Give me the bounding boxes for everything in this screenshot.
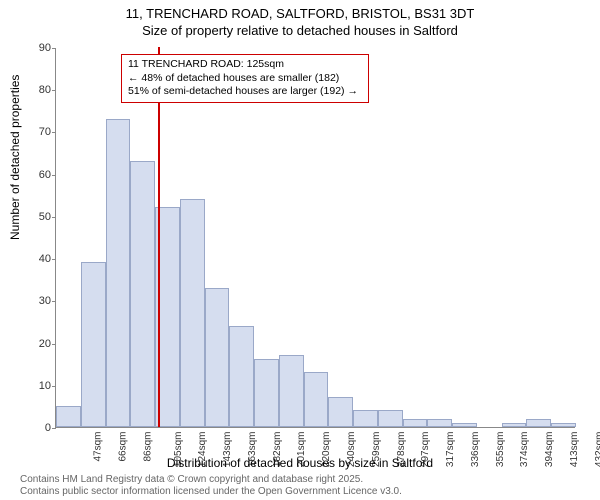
y-tick-mark — [52, 344, 56, 345]
y-tick-mark — [52, 386, 56, 387]
histogram-bar — [205, 288, 230, 427]
annotation-callout: 11 TRENCHARD ROAD: 125sqm← 48% of detach… — [121, 54, 369, 103]
annotation-line-1: ← 48% of detached houses are smaller (18… — [128, 72, 362, 86]
histogram-bar — [180, 199, 205, 427]
y-tick-mark — [52, 217, 56, 218]
y-tick-mark — [52, 132, 56, 133]
annotation-header: 11 TRENCHARD ROAD: 125sqm — [128, 58, 362, 72]
chart-title: 11, TRENCHARD ROAD, SALTFORD, BRISTOL, B… — [0, 0, 600, 40]
histogram-bar — [427, 419, 452, 427]
title-line-1: 11, TRENCHARD ROAD, SALTFORD, BRISTOL, B… — [0, 6, 600, 23]
y-axis-label: Number of detached properties — [8, 75, 22, 240]
histogram-bar — [502, 423, 527, 427]
y-tick-label: 0 — [21, 422, 51, 434]
histogram-bar — [353, 410, 378, 427]
y-tick-label: 70 — [21, 126, 51, 138]
y-tick-mark — [52, 175, 56, 176]
annotation-line-2: 51% of semi-detached houses are larger (… — [128, 85, 362, 99]
y-tick-label: 80 — [21, 84, 51, 96]
y-tick-mark — [52, 428, 56, 429]
histogram-bar — [304, 372, 329, 427]
y-tick-mark — [52, 48, 56, 49]
y-tick-mark — [52, 301, 56, 302]
histogram-bar — [254, 359, 279, 427]
plot-region: 010203040506070809047sqm66sqm86sqm105sqm… — [55, 48, 575, 428]
x-axis-label: Distribution of detached houses by size … — [0, 456, 600, 470]
chart-area: 010203040506070809047sqm66sqm86sqm105sqm… — [55, 48, 575, 428]
y-tick-mark — [52, 90, 56, 91]
y-tick-label: 90 — [21, 42, 51, 54]
y-tick-label: 40 — [21, 253, 51, 265]
histogram-bar — [452, 423, 477, 427]
histogram-bar — [526, 419, 551, 427]
y-tick-label: 30 — [21, 295, 51, 307]
histogram-bar — [229, 326, 254, 427]
histogram-bar — [279, 355, 304, 427]
y-tick-label: 50 — [21, 211, 51, 223]
histogram-bar — [81, 262, 106, 427]
histogram-bar — [403, 419, 428, 427]
y-tick-label: 20 — [21, 338, 51, 350]
footer-attribution: Contains HM Land Registry data © Crown c… — [20, 474, 402, 498]
histogram-bar — [378, 410, 403, 427]
y-tick-mark — [52, 259, 56, 260]
histogram-bar — [56, 406, 81, 427]
histogram-bar — [551, 423, 576, 427]
footer-line-2: Contains public sector information licen… — [20, 486, 402, 498]
reference-marker-line — [158, 47, 160, 427]
y-tick-label: 60 — [21, 169, 51, 181]
y-tick-label: 10 — [21, 380, 51, 392]
footer-line-1: Contains HM Land Registry data © Crown c… — [20, 474, 402, 486]
histogram-bar — [106, 119, 131, 427]
histogram-bar — [328, 397, 353, 427]
title-line-2: Size of property relative to detached ho… — [0, 23, 600, 40]
histogram-bar — [130, 161, 155, 427]
